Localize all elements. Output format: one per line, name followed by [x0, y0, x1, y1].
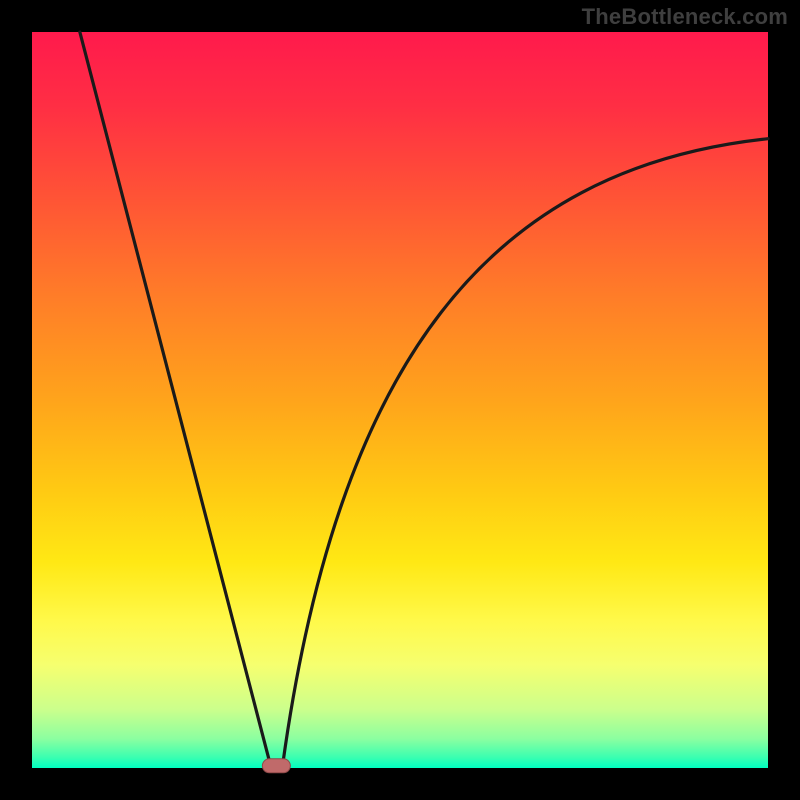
bottleneck-curve-plot — [0, 0, 800, 800]
chart-frame: TheBottleneck.com — [0, 0, 800, 800]
curve-left-limb — [80, 32, 271, 768]
curve-right-limb — [282, 139, 768, 768]
bottleneck-marker — [262, 759, 290, 773]
